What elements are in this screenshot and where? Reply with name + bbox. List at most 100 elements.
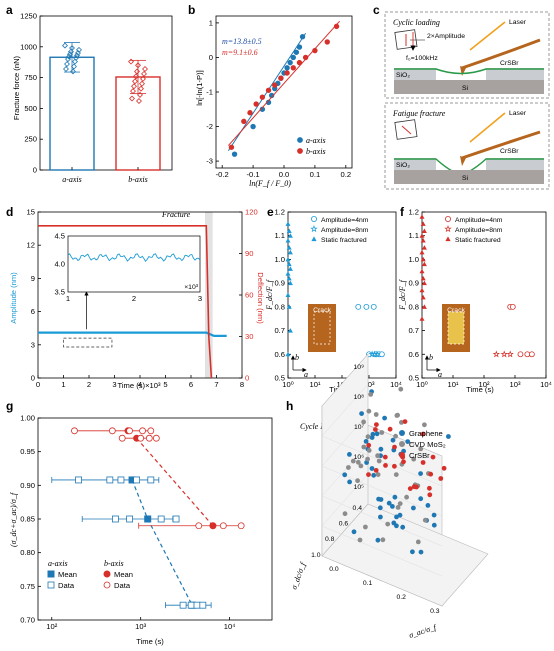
panel-f-point <box>506 350 514 358</box>
panel-f-point <box>420 275 426 281</box>
panel-d-xlabel: Time (s)×10³ <box>118 381 161 390</box>
panel-f-legend-marker <box>444 215 451 222</box>
panel-a-point <box>131 83 137 90</box>
panel-a-point <box>68 48 74 55</box>
panel-h-point-CrSBr <box>373 427 378 432</box>
panel-h-point-Graphene <box>370 431 376 437</box>
panel-e-y-tick-label: 0.8 <box>274 302 285 311</box>
panel-f-point <box>421 261 427 267</box>
sio2-label-top: SiO₂ <box>396 72 410 79</box>
panel-label-b: b <box>188 3 195 17</box>
panel-e-point <box>286 304 292 309</box>
panel-h-ylabel: σ_dc/σ_f <box>289 560 308 591</box>
panel-f-point <box>492 350 501 358</box>
panel-h-point-CVD MoS₂ <box>361 444 367 450</box>
panel-a-point <box>140 75 146 82</box>
panel-h-point-Graphene <box>374 431 380 437</box>
panel-h-point-Graphene <box>382 415 387 421</box>
panel-h-point-Graphene <box>342 472 348 478</box>
panel-f-y-tick-label: 0.9 <box>408 279 419 288</box>
panel-a-point <box>75 49 81 56</box>
panel-b-x-tick-label: 0.0 <box>279 170 290 179</box>
panel-h-z-tick-label: 10⁷ <box>354 424 365 431</box>
panel-a-bar-chart: Fracture force (nN) a-axis b-axis 0 250 50… <box>12 12 173 184</box>
panel-g-point <box>71 427 78 435</box>
panel-g-point <box>193 601 201 609</box>
sio2-label-bottom: SiO₂ <box>396 162 410 169</box>
panel-d-inset-y-tick-label: 4.5 <box>54 232 65 241</box>
panel-b-point-b-axis <box>247 110 253 116</box>
panel-f-point <box>419 233 425 238</box>
panel-f-point <box>421 245 427 250</box>
panel-h-point-CVD MoS₂ <box>376 458 382 464</box>
panel-a-point <box>76 46 82 53</box>
panel-f-point <box>421 280 427 286</box>
panel-h-point-CrSBr <box>366 442 372 448</box>
panel-h-point-CrSBr <box>401 459 406 465</box>
panel-g-y-tick-label: 0.80 <box>20 548 35 557</box>
panel-d-x-tick-label: 5 <box>163 380 167 389</box>
panel-h-point-Graphene <box>378 446 384 452</box>
panel-label-d: d <box>6 205 13 219</box>
panel-h-gridline <box>321 435 443 487</box>
panel-e-y-tick-label: 0.7 <box>274 326 285 335</box>
material-label-top: CrSBr <box>500 60 519 67</box>
panel-label-f: f <box>400 205 405 219</box>
panel-h-point-CVD MoS₂ <box>355 459 361 465</box>
panel-g-y-tick-label: 0.75 <box>20 582 35 591</box>
material-label-bottom: CrSBr <box>500 148 519 155</box>
panel-e-point <box>286 261 292 267</box>
panel-g-legend-marker <box>103 570 111 578</box>
panel-f-inset-crack-label: Crack <box>447 307 465 314</box>
panel-d-inset-y-tick-label: 4.0 <box>54 260 65 269</box>
panel-d-inset-x-tick-label: 2 <box>132 294 136 303</box>
panel-e-y-tick-label: 1.0 <box>274 255 285 264</box>
panel-e-y-tick-label: 0.9 <box>274 279 285 288</box>
panel-h-point-CVD MoS₂ <box>346 465 351 470</box>
panel-h-point-Graphene <box>390 437 396 443</box>
panel-h-point-CrSBr <box>427 485 432 491</box>
panel-e-y-tick-label: 0.5 <box>274 374 285 383</box>
panel-e-point <box>287 249 293 255</box>
panel-e-point <box>286 228 292 233</box>
panel-h-point-CVD MoS₂ <box>395 505 401 510</box>
panel-h-point-Graphene <box>371 472 377 478</box>
panel-e-point <box>286 275 292 281</box>
panel-d-y-tick-label: 12 <box>27 241 35 250</box>
panel-h-point-Graphene <box>446 434 451 439</box>
panel-a-y-tick-label: 0 <box>33 166 37 175</box>
panel-e-ylabel: F_dc/F_f <box>265 278 274 311</box>
panel-e-legend-label: Amplitude=8nm <box>321 227 369 234</box>
panel-b-point-a-axis <box>287 59 293 66</box>
frequency-label: f₀=100kHz <box>406 55 438 62</box>
panel-f-point <box>419 287 425 293</box>
panel-h-point-CrSBr <box>374 422 379 427</box>
panel-a-point <box>129 95 135 102</box>
panel-e-point <box>287 233 293 238</box>
panel-h-point-CVD MoS₂ <box>385 521 391 527</box>
panel-g-y-tick-label: 0.95 <box>20 447 35 456</box>
panel-b-y-tick-label: -1 <box>206 88 213 97</box>
panel-f-point <box>528 351 535 358</box>
panel-h-point-Graphene <box>405 439 411 444</box>
panel-b-point-b-axis <box>241 118 247 125</box>
panel-e-point <box>287 328 293 333</box>
panel-g-point <box>187 601 195 609</box>
panel-h-point-CVD MoS₂ <box>422 517 428 523</box>
panel-f-point <box>500 350 508 358</box>
panel-h-point-Graphene <box>397 512 403 518</box>
panel-h-pane-2 <box>321 503 489 607</box>
panel-g-point <box>144 515 152 523</box>
panel-a-point <box>128 58 134 65</box>
panel-b-point-b-axis <box>333 23 340 30</box>
panel-g-point <box>145 434 153 442</box>
panel-h-point-CVD MoS₂ <box>393 433 398 439</box>
panel-h-point-CVD MoS₂ <box>422 422 427 428</box>
panel-g-point <box>75 476 82 484</box>
panel-f-point <box>420 237 426 243</box>
panel-e-axis-b-label: b <box>295 353 299 362</box>
panel-g-x-tick-label: 10⁴ <box>224 622 236 631</box>
panel-h-y-tick-label: 1.0 <box>311 552 321 559</box>
panel-a-point <box>66 53 72 60</box>
panel-h-gridline <box>321 495 443 547</box>
